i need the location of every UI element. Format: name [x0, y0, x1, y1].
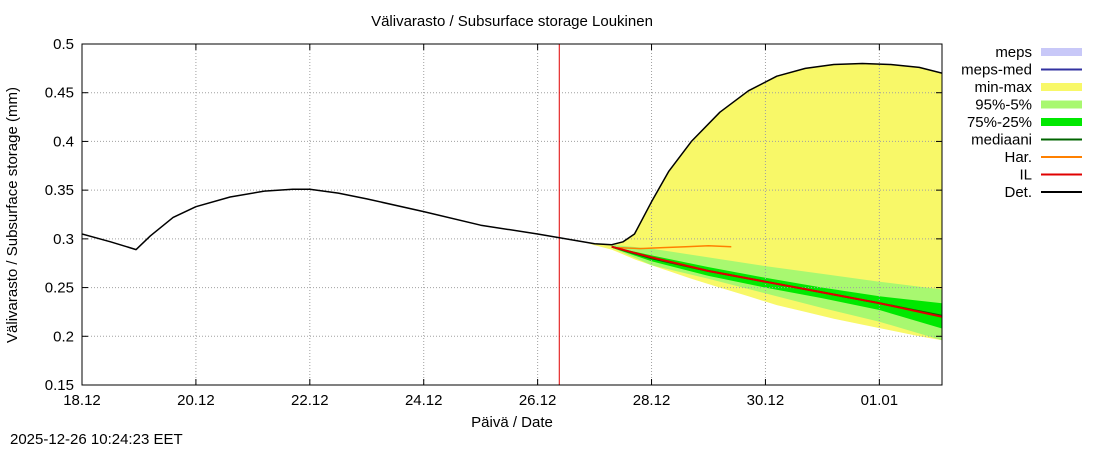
x-tick-label: 28.12: [633, 392, 671, 409]
axes-layer: 0.15 0.2 0.25 0.3 0.35 0.4 0.45 0.5 18.12 20.12 22…: [45, 36, 943, 409]
y-tick-label: 0.4: [53, 133, 74, 150]
x-axis-label: Päivä / Date: [471, 414, 553, 431]
legend-item: meps: [995, 44, 1082, 61]
y-tick-label: 0.2: [53, 328, 74, 345]
legend-item: Har.: [1004, 149, 1082, 166]
x-tick-label: 30.12: [747, 392, 785, 409]
legend-label: IL: [1019, 167, 1032, 184]
legend-swatch: [1041, 118, 1082, 126]
legend-item: 95%-5%: [975, 97, 1082, 114]
y-tick-label: 0.5: [53, 36, 74, 53]
lines-layer: [82, 44, 942, 385]
series-har: [617, 244, 732, 250]
series-il: [611, 245, 942, 318]
legend-label: 75%-25%: [967, 114, 1032, 131]
y-tick-label: 0.3: [53, 231, 74, 248]
x-tick-label: 22.12: [291, 392, 329, 409]
series-layer: [588, 63, 942, 341]
x-tick-label: 26.12: [519, 392, 557, 409]
legend-label: 95%-5%: [975, 97, 1032, 114]
legend-item: Det.: [1004, 184, 1082, 201]
y-tick-label: 0.25: [45, 280, 74, 297]
timestamp: 2025-12-26 10:24:23 EET: [10, 431, 183, 448]
plot-frame: [81, 43, 943, 386]
x-tick-label: 20.12: [177, 392, 215, 409]
y-tick-label: 0.35: [45, 182, 74, 199]
legend-label: meps: [995, 44, 1032, 61]
legend-swatch: [1041, 48, 1082, 56]
legend-label: Det.: [1004, 184, 1032, 201]
legend-item: IL: [1019, 167, 1082, 184]
legend-item: min-max: [974, 79, 1082, 96]
x-tick-label: 24.12: [405, 392, 443, 409]
legend-item: meps-med: [961, 62, 1082, 79]
legend-label: Har.: [1004, 149, 1032, 166]
legend-swatch: [1041, 100, 1082, 109]
series-det: [82, 62, 942, 251]
legend-label: min-max: [974, 79, 1032, 96]
legend-item: mediaani: [971, 132, 1082, 149]
chart-title: Välivarasto / Subsurface storage Loukine…: [371, 13, 653, 30]
grid-layer: [82, 44, 942, 385]
y-tick-label: 0.15: [45, 377, 74, 394]
legend-swatch: [1041, 83, 1082, 91]
y-tick-label: 0.45: [45, 85, 74, 102]
legend-item: 75%-25%: [967, 114, 1082, 131]
x-tick-label: 18.12: [63, 392, 101, 409]
x-tick-label: 01.01: [861, 392, 899, 409]
y-axis-label: Välivarasto / Subsurface storage (mm): [4, 87, 21, 343]
legend: mepsmeps-medmin-max95%-5%75%-25%mediaani…: [961, 44, 1082, 201]
legend-label: mediaani: [971, 132, 1032, 149]
legend-label: meps-med: [961, 62, 1032, 79]
